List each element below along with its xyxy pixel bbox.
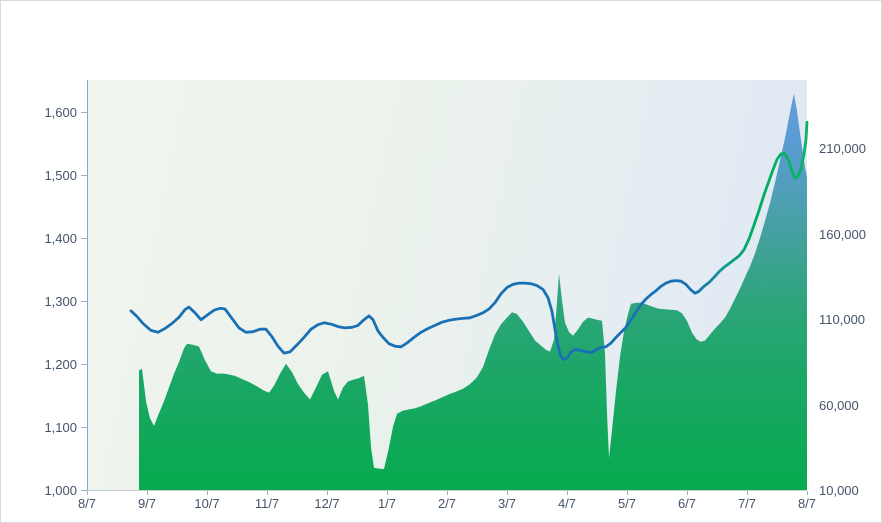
x-axis-tick-mark (387, 491, 388, 495)
x-axis-tick-label: 12/7 (314, 496, 340, 511)
x-axis-tick-mark (687, 491, 688, 495)
x-axis-tick-mark (627, 491, 628, 495)
x-axis-tick-label: 7/7 (737, 496, 757, 511)
left-axis-tick-label: 1,300 (44, 293, 77, 309)
x-axis-tick-mark (87, 491, 88, 495)
left-axis-tick-label: 1,200 (44, 356, 77, 372)
x-axis-tick-label: 3/7 (497, 496, 517, 511)
x-axis-tick-mark (747, 491, 748, 495)
volume-area (139, 93, 807, 490)
left-axis-tick-mark (81, 490, 87, 491)
x-axis-tick-label: 6/7 (677, 496, 697, 511)
left-axis-line (87, 80, 88, 491)
chart-svg (129, 93, 809, 490)
x-axis-tick-label: 10/7 (194, 496, 220, 511)
left-axis-tick-mark (81, 112, 87, 113)
x-axis-tick-mark (447, 491, 448, 495)
x-axis-tick-mark (327, 491, 328, 495)
right-axis-tick-label: 60,000 (819, 397, 859, 413)
x-axis-tick-label: 11/7 (254, 496, 280, 511)
right-axis-tick-label: 160,000 (819, 226, 866, 242)
left-axis-tick-label: 1,100 (44, 419, 77, 435)
left-axis-tick-mark (81, 364, 87, 365)
left-axis-tick-mark (81, 427, 87, 428)
right-axis-tick-label: 110,000 (819, 312, 866, 328)
left-axis-tick-mark (81, 301, 87, 302)
left-axis-tick-mark (81, 175, 87, 176)
x-axis-tick-mark (267, 491, 268, 495)
x-axis-tick-label: 2/7 (437, 496, 457, 511)
left-axis-tick-label: 1,400 (44, 230, 77, 246)
x-axis-tick-label: 5/7 (617, 496, 637, 511)
left-axis-tick-mark (81, 238, 87, 239)
left-axis-tick-label: 1,000 (44, 483, 77, 498)
x-axis-tick-mark (507, 491, 508, 495)
left-axis-tick-label: 1,600 (44, 104, 77, 120)
x-axis-tick-label: 9/7 (137, 496, 157, 511)
x-axis-tick-label: 4/7 (557, 496, 577, 511)
right-axis-tick-label: 210,000 (819, 141, 866, 157)
x-axis-tick-label: 8/7 (77, 496, 97, 511)
x-axis-tick-label: 8/7 (797, 496, 817, 511)
x-axis-line (87, 490, 807, 491)
price-line (129, 120, 809, 361)
left-axis-tick-label: 1,500 (44, 167, 77, 183)
x-axis-tick-label: 1/7 (377, 496, 397, 511)
x-axis-tick-mark (567, 491, 568, 495)
right-axis-tick-label: 10,000 (819, 483, 859, 498)
x-axis-tick-mark (207, 491, 208, 495)
x-axis-tick-mark (147, 491, 148, 495)
x-axis-tick-mark (807, 491, 808, 495)
